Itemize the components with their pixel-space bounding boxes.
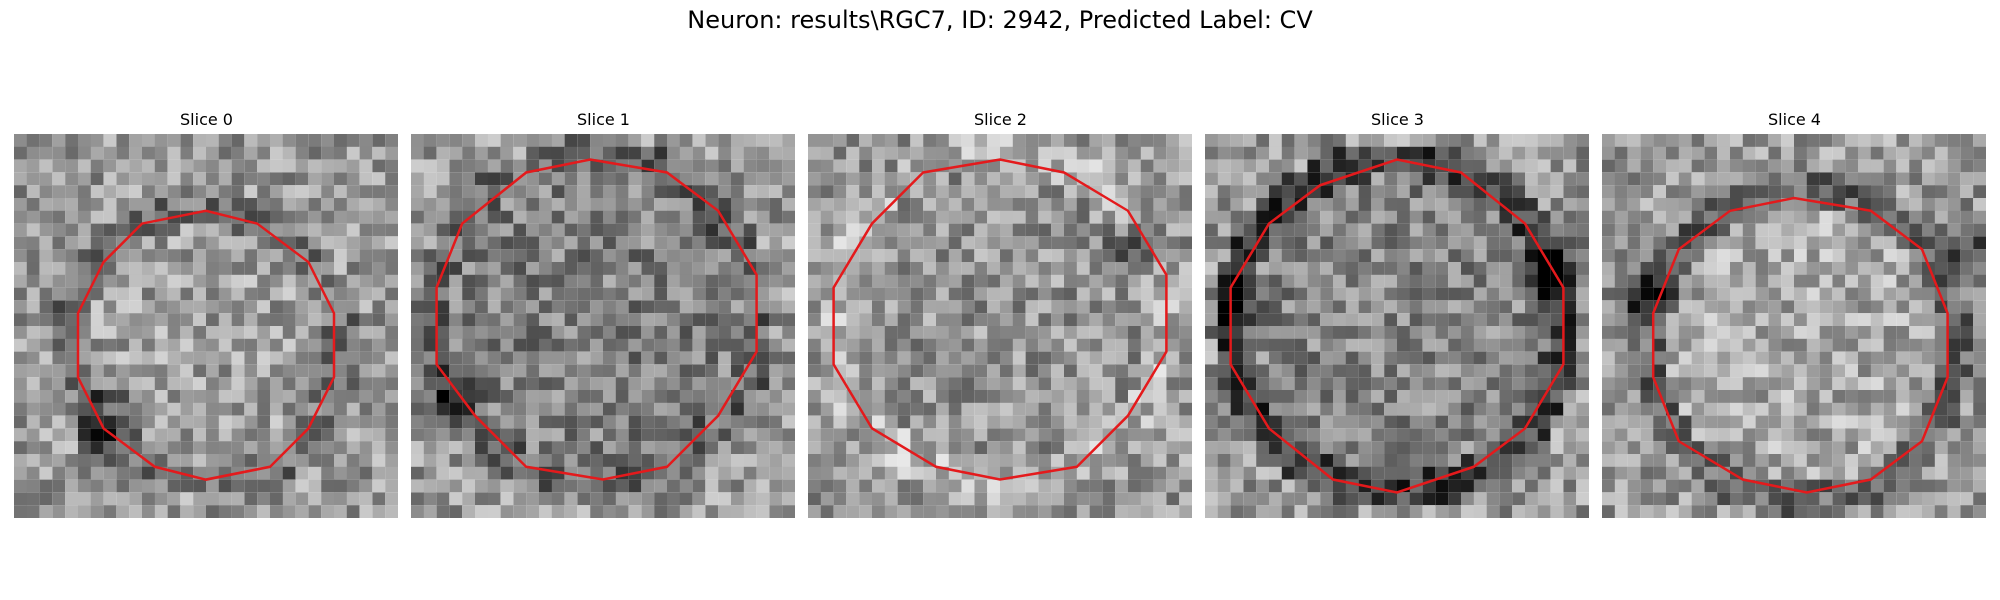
- slice-image-3: [1205, 134, 1589, 518]
- slice-panel-0: Slice 0: [14, 108, 399, 518]
- slice-image-4: [1602, 134, 1986, 518]
- slice-title-4: Slice 4: [1768, 110, 1821, 129]
- slice-panel-4: Slice 4: [1602, 108, 1987, 518]
- slice-image-0: [14, 134, 398, 518]
- slice-title-3: Slice 3: [1371, 110, 1424, 129]
- slice-title-1: Slice 1: [577, 110, 630, 129]
- slice-image-2: [808, 134, 1192, 518]
- slice-panel-2: Slice 2: [808, 108, 1193, 518]
- slice-title-2: Slice 2: [974, 110, 1027, 129]
- slice-title-0: Slice 0: [180, 110, 233, 129]
- figure-title: Neuron: results\RGC7, ID: 2942, Predicte…: [687, 6, 1313, 34]
- slice-image-1: [411, 134, 795, 518]
- slice-panel-1: Slice 1: [411, 108, 796, 518]
- slice-panel-3: Slice 3: [1205, 108, 1590, 518]
